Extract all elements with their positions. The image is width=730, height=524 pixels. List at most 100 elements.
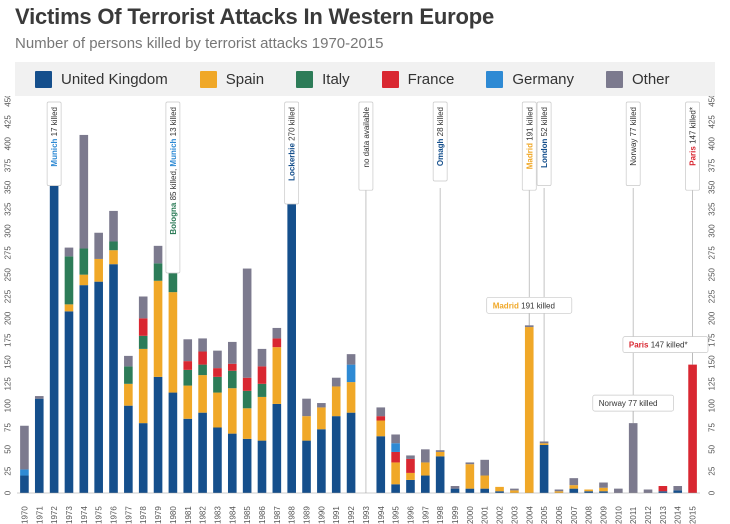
y-tick-label-left: 125 [4,377,13,391]
y-tick-label-left: 75 [4,423,13,432]
bar-segment [153,245,163,264]
bar-segment [317,429,326,493]
x-tick-label: 2009 [599,506,608,524]
bar-segment [599,482,608,488]
bar-segment [421,462,430,476]
y-tick-label-left: 350 [4,180,13,194]
x-tick-label: 1991 [332,506,341,524]
y-tick-label-left: 400 [4,136,13,150]
x-tick-label: 1971 [35,506,44,524]
bar-segment [257,366,267,384]
x-tick-label: 1973 [65,506,74,524]
x-tick-label: 1975 [95,506,104,524]
annotation-box [284,101,300,205]
annotation-label: Madrid 191 killed [525,107,534,169]
bar-segment [510,490,519,493]
bar-segment [20,469,29,476]
legend-swatch-spain [199,70,217,88]
bar-segment [94,232,103,259]
bar-segment [242,377,252,391]
bar-segment [257,440,267,493]
chart-plot: 0 0 25 25 50 50 75 75 100 100 125 125 150 150 175 175 20… [4,96,717,524]
x-tick-label: 1970 [20,506,29,524]
bar-segment [376,436,386,493]
y-tick-label-right: 175 [708,333,717,347]
bar-segment [124,366,133,384]
y-tick-label-right: 400 [708,136,717,150]
legend-item-uk: United Kingdom [35,70,168,88]
bar-segment [346,354,356,365]
x-tick-label: 1998 [436,506,445,524]
legend-item-france: France [381,70,454,88]
legend-swatch-italy [296,70,314,88]
bar-segment [124,405,133,493]
bar-segment [183,361,193,370]
bar-segment [673,490,683,493]
bar-segment [79,285,89,493]
bar-segment [138,348,148,424]
bar-segment [64,247,74,257]
annotation-box [46,101,62,186]
y-tick-label-right: 200 [708,311,717,325]
y-tick-label-left: 425 [4,115,13,129]
bar-segment [480,459,490,476]
bar-segment [435,456,445,493]
bar-segment [198,412,207,493]
annotation-label: Munich 17 killed [50,107,59,167]
legend-item-other: Other [606,70,670,88]
legend-swatch-other [606,70,623,88]
chart-legend: United Kingdom Spain Italy France German… [15,62,715,96]
annotation-box [685,101,700,191]
x-tick-label: 2001 [481,506,490,524]
x-tick-label: 1977 [124,506,133,524]
bar-segment [242,390,252,409]
bar-segment [435,450,445,452]
annotation-box [432,101,448,182]
bar-segment [183,369,193,386]
bar-segment [673,486,683,491]
bar-segment [495,491,504,493]
bar-segment [465,462,475,465]
annotation-inline-label: Madrid 191 killed [493,301,555,310]
bar-segment [346,412,356,493]
bar-segment [658,486,668,492]
bar-segment [539,443,549,445]
x-tick-label: 1997 [421,506,430,524]
bar-segment [153,376,163,493]
bar-segment [49,171,59,493]
y-tick-label-left: 250 [4,267,13,281]
x-tick-label: 1995 [392,506,401,524]
x-tick-label: 1993 [362,506,371,524]
bar-segment [213,350,222,369]
y-tick-label-right: 350 [708,180,717,194]
x-tick-label: 1974 [80,506,89,524]
y-tick-label-left: 225 [4,289,13,303]
y-tick-label-left: 275 [4,246,13,260]
x-tick-label: 1980 [169,506,178,524]
x-tick-label: 1985 [243,506,252,524]
y-tick-label-left: 50 [4,444,13,453]
annotation-box [165,101,181,274]
bar-segment [302,416,311,441]
bar-segment [20,425,29,470]
chart-title: Victims Of Terrorist Attacks In Western … [15,4,495,29]
bar-segment [168,392,178,493]
bar-segment [331,386,341,417]
annotation-box [536,101,552,186]
bar-segment [376,420,386,437]
bar-segment [331,416,341,493]
bar-segment [510,488,519,491]
bar-segment [391,484,400,493]
y-tick-label-right: 150 [708,355,717,369]
bar-segment [64,311,74,493]
bar-segment [287,171,296,493]
x-tick-label: 1986 [258,506,267,524]
bar-segment [465,464,475,489]
bar-segment [213,427,222,493]
y-tick-label-left: 200 [4,311,13,325]
bar-segment [465,488,475,493]
y-tick-label-left: 175 [4,333,13,347]
bar-segment [94,258,103,282]
annotation-label: Bologna 85 killed, Munich 13 killed [169,107,178,235]
bar-segment [450,488,460,493]
